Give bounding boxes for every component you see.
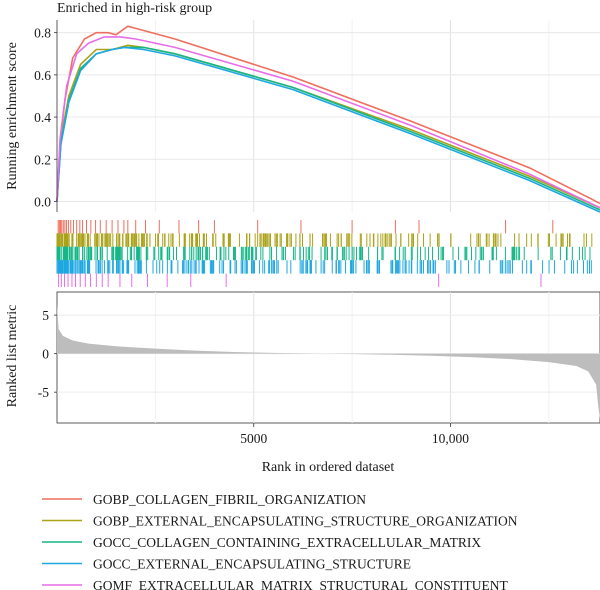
y-tick-label: 0.4 <box>34 110 51 125</box>
hit-row-1 <box>56 233 593 247</box>
x-tick-label: 5000 <box>240 431 267 446</box>
x-axis-ticks: 5000 10,000 <box>240 423 469 446</box>
hit-row-4 <box>58 273 542 287</box>
legend-label: GOBP_EXTERNAL_ENCAPSULATING_STRUCTURE_OR… <box>93 514 518 529</box>
hit-barcode-panel <box>56 220 593 287</box>
y-tick-label: 0.8 <box>34 26 51 41</box>
hit-row-0 <box>57 220 554 234</box>
y-tick-label: 0.2 <box>34 152 51 167</box>
hit-row-2 <box>56 246 591 261</box>
y-tick-label: -5 <box>38 385 49 400</box>
legend-item: GOBP_EXTERNAL_ENCAPSULATING_STRUCTURE_OR… <box>42 514 518 529</box>
hit-row-3 <box>56 260 592 274</box>
y-tick-label: 0.0 <box>34 194 51 209</box>
running-score-y-ticks: 0.0 0.2 0.4 0.6 0.8 <box>34 26 57 209</box>
ranked-metric-panel: 5 0 -5 5000 10,000 <box>38 291 600 446</box>
legend-label: GOBP_COLLAGEN_FIBRIL_ORGANIZATION <box>93 492 366 507</box>
legend-item: GOCC_EXTERNAL_ENCAPSULATING_STRUCTURE <box>42 557 411 572</box>
legend-label: GOCC_EXTERNAL_ENCAPSULATING_STRUCTURE <box>93 557 411 572</box>
y-tick-label: 5 <box>42 308 49 323</box>
ranked-metric-ylabel: Ranked list metric <box>5 305 20 408</box>
running-score-lines <box>56 25 600 213</box>
y-tick-label: 0 <box>42 347 49 362</box>
series-line-4 <box>56 36 600 209</box>
y-tick-label: 0.6 <box>34 68 51 83</box>
x-axis-label: Rank in ordered dataset <box>262 460 395 475</box>
running-score-ylabel: Running enrichment score <box>5 42 20 190</box>
series-line-1 <box>56 44 600 209</box>
chart-title: Enriched in high-risk group <box>57 1 212 16</box>
ranked-metric-grid <box>57 292 600 423</box>
legend-label: GOMF_EXTRACELLULAR_MATRIX_STRUCTURAL_CON… <box>93 578 509 590</box>
legend: GOBP_COLLAGEN_FIBRIL_ORGANIZATION GOBP_EX… <box>42 492 518 590</box>
legend-label: GOCC_COLLAGEN_CONTAINING_EXTRACELLULAR_M… <box>93 535 481 550</box>
legend-item: GOMF_EXTRACELLULAR_MATRIX_STRUCTURAL_CON… <box>42 578 509 590</box>
series-line-3 <box>56 46 600 213</box>
ranked-metric-y-ticks: 5 0 -5 <box>38 308 57 400</box>
legend-item: GOBP_COLLAGEN_FIBRIL_ORGANIZATION <box>42 492 366 507</box>
running-score-panel: 0.0 0.2 0.4 0.6 0.8 <box>34 20 600 213</box>
x-tick-label: 10,000 <box>432 431 469 446</box>
legend-item: GOCC_COLLAGEN_CONTAINING_EXTRACELLULAR_M… <box>42 535 481 550</box>
